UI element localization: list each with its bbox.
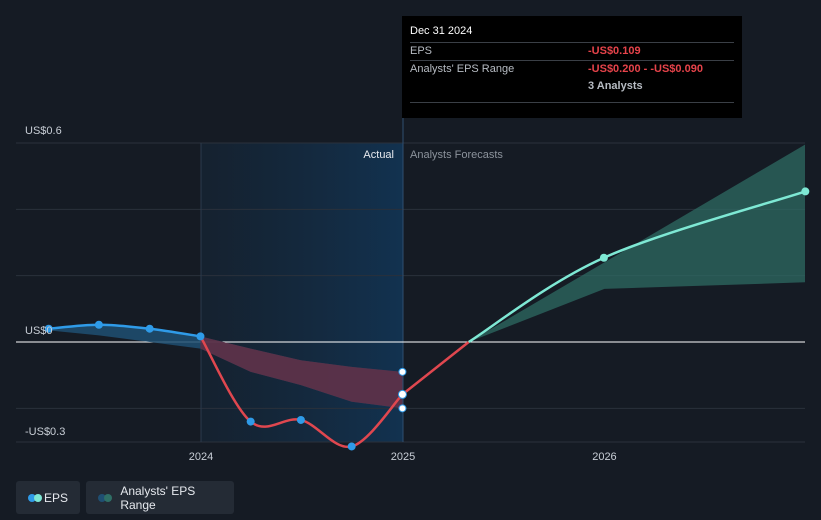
tooltip-date: Dec 31 2024 <box>410 24 734 43</box>
eps-forecast-point <box>599 253 608 262</box>
tooltip-eps-value: -US$0.109 <box>588 45 641 57</box>
tooltip-analysts-value: 3 Analysts <box>588 80 643 92</box>
x-tick-label: 2024 <box>189 451 213 463</box>
forecast-label: Analysts Forecasts <box>410 149 503 161</box>
eps-point <box>94 320 103 329</box>
legend-eps[interactable]: EPS <box>16 481 80 514</box>
x-tick-label: 2025 <box>391 451 415 463</box>
eps-point <box>296 415 305 424</box>
tooltip-analysts-label <box>410 78 588 102</box>
eps-point <box>397 389 407 399</box>
legend-range-icon <box>98 493 112 502</box>
actual-label: Actual <box>363 149 394 161</box>
tooltip: Dec 31 2024 EPS -US$0.109 Analysts' EPS … <box>402 16 742 118</box>
tooltip-row-analysts: 3 Analysts <box>410 78 734 103</box>
eps-range-band-negative <box>200 336 403 409</box>
eps-point <box>196 332 205 341</box>
eps-chart: US$0.6 US$0 -US$0.3 2024 2025 2026 Actual Analy… <box>16 118 810 463</box>
tooltip-range-value: -US$0.200 - -US$0.090 <box>588 63 703 75</box>
eps-point <box>145 324 154 333</box>
eps-forecast-negative <box>401 341 470 396</box>
eps-line-past <box>48 323 201 338</box>
eps-range-point <box>398 404 407 413</box>
eps-range-point <box>398 367 407 376</box>
tooltip-range-label: Analysts' EPS Range <box>410 63 515 75</box>
y-tick-label: US$0.6 <box>25 125 62 137</box>
eps-forecast-point <box>801 187 810 196</box>
tooltip-row-eps: EPS -US$0.109 <box>410 43 734 61</box>
x-tick-label: 2026 <box>592 451 616 463</box>
eps-point <box>44 324 53 333</box>
eps-point <box>246 417 255 426</box>
tooltip-eps-label: EPS <box>410 45 433 57</box>
legend-eps-icon <box>28 493 42 502</box>
legend-range[interactable]: Analysts' EPS Range <box>86 481 234 514</box>
eps-point <box>347 442 356 451</box>
legend-eps-label: EPS <box>43 490 68 505</box>
legend-range-label: Analysts' EPS Range <box>120 483 196 512</box>
eps-forecast-line <box>468 189 807 344</box>
tooltip-row-range: Analysts' EPS Range -US$0.200 - -US$0.09… <box>410 61 734 78</box>
y-tick-label: US$0 <box>25 325 53 337</box>
y-tick-label: -US$0.3 <box>25 426 65 438</box>
